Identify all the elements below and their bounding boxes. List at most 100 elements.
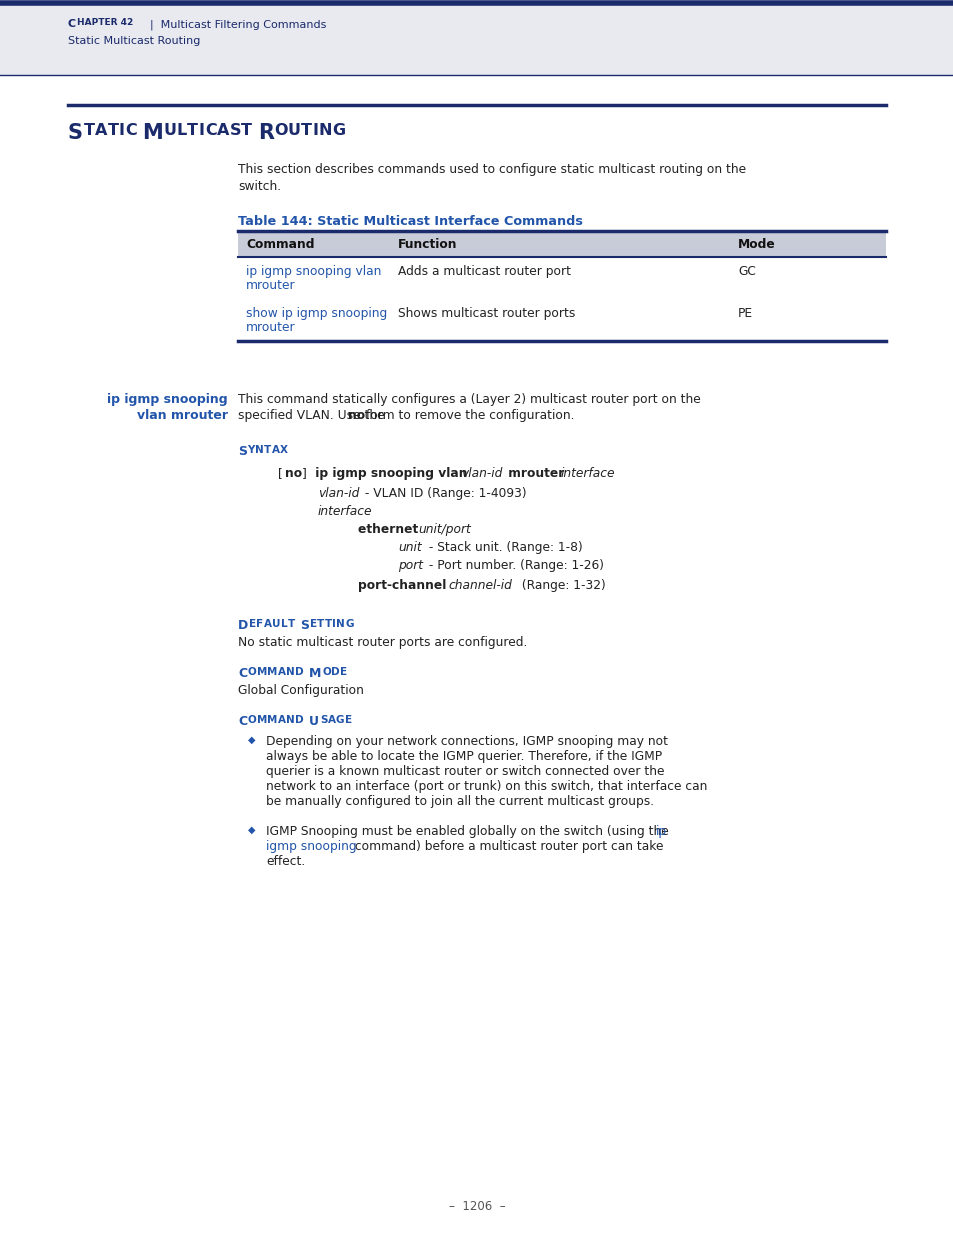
Text: I: I	[313, 124, 318, 138]
Text: S: S	[300, 619, 309, 632]
Text: M: M	[267, 715, 277, 725]
Text: unit: unit	[397, 541, 421, 555]
Text: No static multicast router ports are configured.: No static multicast router ports are con…	[237, 636, 527, 650]
Text: M: M	[256, 667, 267, 677]
Text: vlan-id: vlan-id	[460, 467, 502, 480]
Text: Global Configuration: Global Configuration	[237, 684, 363, 697]
Text: M: M	[142, 124, 163, 143]
Text: Mode: Mode	[738, 238, 775, 251]
Text: This section describes commands used to configure static multicast routing on th: This section describes commands used to …	[237, 163, 745, 177]
Text: U: U	[163, 124, 176, 138]
Text: S: S	[237, 445, 247, 458]
Text: GC: GC	[738, 266, 755, 278]
Text: T: T	[84, 124, 94, 138]
Text: no: no	[285, 467, 302, 480]
Text: port: port	[397, 559, 422, 572]
Text: G: G	[335, 715, 344, 725]
Text: A: A	[263, 619, 272, 629]
Text: G: G	[333, 124, 345, 138]
Text: show ip igmp snooping: show ip igmp snooping	[246, 308, 387, 320]
Text: C: C	[205, 124, 216, 138]
Text: N: N	[336, 619, 345, 629]
Text: Shows multicast router ports: Shows multicast router ports	[397, 308, 575, 320]
Text: G: G	[345, 619, 354, 629]
Text: I: I	[198, 124, 204, 138]
Text: form to remove the configuration.: form to remove the configuration.	[361, 409, 574, 422]
Text: unit/port: unit/port	[417, 522, 470, 536]
Text: O: O	[248, 667, 256, 677]
Text: L: L	[176, 124, 187, 138]
Text: E: E	[340, 667, 347, 677]
Text: - VLAN ID (Range: 1-4093): - VLAN ID (Range: 1-4093)	[360, 487, 526, 500]
Text: A: A	[277, 715, 286, 725]
Text: vlan-id: vlan-id	[317, 487, 359, 500]
Text: vlan mrouter: vlan mrouter	[137, 409, 228, 422]
Text: T: T	[108, 124, 118, 138]
Text: M: M	[256, 715, 267, 725]
Text: N: N	[286, 715, 294, 725]
Text: Y: Y	[247, 445, 254, 454]
Text: interface: interface	[560, 467, 615, 480]
Text: E: E	[344, 715, 352, 725]
Text: T: T	[287, 619, 294, 629]
Text: ip igmp snooping vlan: ip igmp snooping vlan	[246, 266, 381, 278]
Text: A: A	[216, 124, 229, 138]
Text: Function: Function	[397, 238, 457, 251]
Text: A: A	[94, 124, 107, 138]
Text: - Port number. (Range: 1-26): - Port number. (Range: 1-26)	[424, 559, 603, 572]
Text: C: C	[125, 124, 136, 138]
Text: S: S	[230, 124, 241, 138]
Text: ◆: ◆	[248, 825, 255, 835]
Text: ip igmp snooping vlan: ip igmp snooping vlan	[311, 467, 471, 480]
Text: A: A	[327, 715, 335, 725]
Text: L: L	[280, 619, 287, 629]
Text: (Range: 1-32): (Range: 1-32)	[517, 579, 605, 592]
Text: C: C	[68, 19, 76, 28]
Text: D: D	[295, 667, 304, 677]
Text: –  1206  –: – 1206 –	[448, 1200, 505, 1213]
Text: port-channel: port-channel	[357, 579, 450, 592]
Text: HAPTER 42: HAPTER 42	[77, 19, 133, 27]
Text: always be able to locate the IGMP querier. Therefore, if the IGMP: always be able to locate the IGMP querie…	[266, 750, 661, 763]
Text: be manually configured to join all the current multicast groups.: be manually configured to join all the c…	[266, 795, 654, 808]
Text: C: C	[237, 667, 247, 680]
Text: mrouter: mrouter	[246, 321, 295, 333]
Text: specified VLAN. Use the: specified VLAN. Use the	[237, 409, 388, 422]
Text: N: N	[286, 667, 294, 677]
Text: Command: Command	[246, 238, 314, 251]
Text: no: no	[348, 409, 365, 422]
Bar	[237, 231, 885, 257]
Text: S: S	[319, 715, 327, 725]
Text: channel-id: channel-id	[448, 579, 512, 592]
Text: IGMP Snooping must be enabled globally on the switch (using the: IGMP Snooping must be enabled globally o…	[266, 825, 672, 839]
Text: ◆: ◆	[248, 735, 255, 745]
Text: T: T	[301, 124, 312, 138]
Text: ip: ip	[656, 825, 666, 839]
Text: S: S	[68, 124, 83, 143]
Text: M: M	[309, 667, 321, 680]
Text: ethernet: ethernet	[357, 522, 422, 536]
Text: switch.: switch.	[237, 180, 281, 193]
Text: effect.: effect.	[266, 855, 305, 868]
Text: This command statically configures a (Layer 2) multicast router port on the: This command statically configures a (La…	[237, 393, 700, 406]
Text: R: R	[257, 124, 274, 143]
Text: C: C	[237, 715, 247, 727]
Text: O: O	[274, 124, 288, 138]
Text: I: I	[332, 619, 335, 629]
Text: ]: ]	[302, 467, 307, 480]
Text: mrouter: mrouter	[246, 279, 295, 291]
Text: command) before a multicast router port can take: command) before a multicast router port …	[351, 840, 662, 853]
Text: - Stack unit. (Range: 1-8): - Stack unit. (Range: 1-8)	[424, 541, 582, 555]
Text: T: T	[264, 445, 272, 454]
Text: D: D	[295, 715, 304, 725]
Text: |  Multicast Filtering Commands: | Multicast Filtering Commands	[143, 19, 326, 30]
Text: O: O	[322, 667, 331, 677]
Text: ip igmp snooping: ip igmp snooping	[108, 393, 228, 406]
Text: T: T	[187, 124, 198, 138]
Text: E: E	[249, 619, 255, 629]
Text: network to an interface (port or trunk) on this switch, that interface can: network to an interface (port or trunk) …	[266, 781, 706, 793]
Text: X: X	[280, 445, 288, 454]
Text: N: N	[254, 445, 264, 454]
Text: T: T	[316, 619, 324, 629]
Text: N: N	[318, 124, 332, 138]
